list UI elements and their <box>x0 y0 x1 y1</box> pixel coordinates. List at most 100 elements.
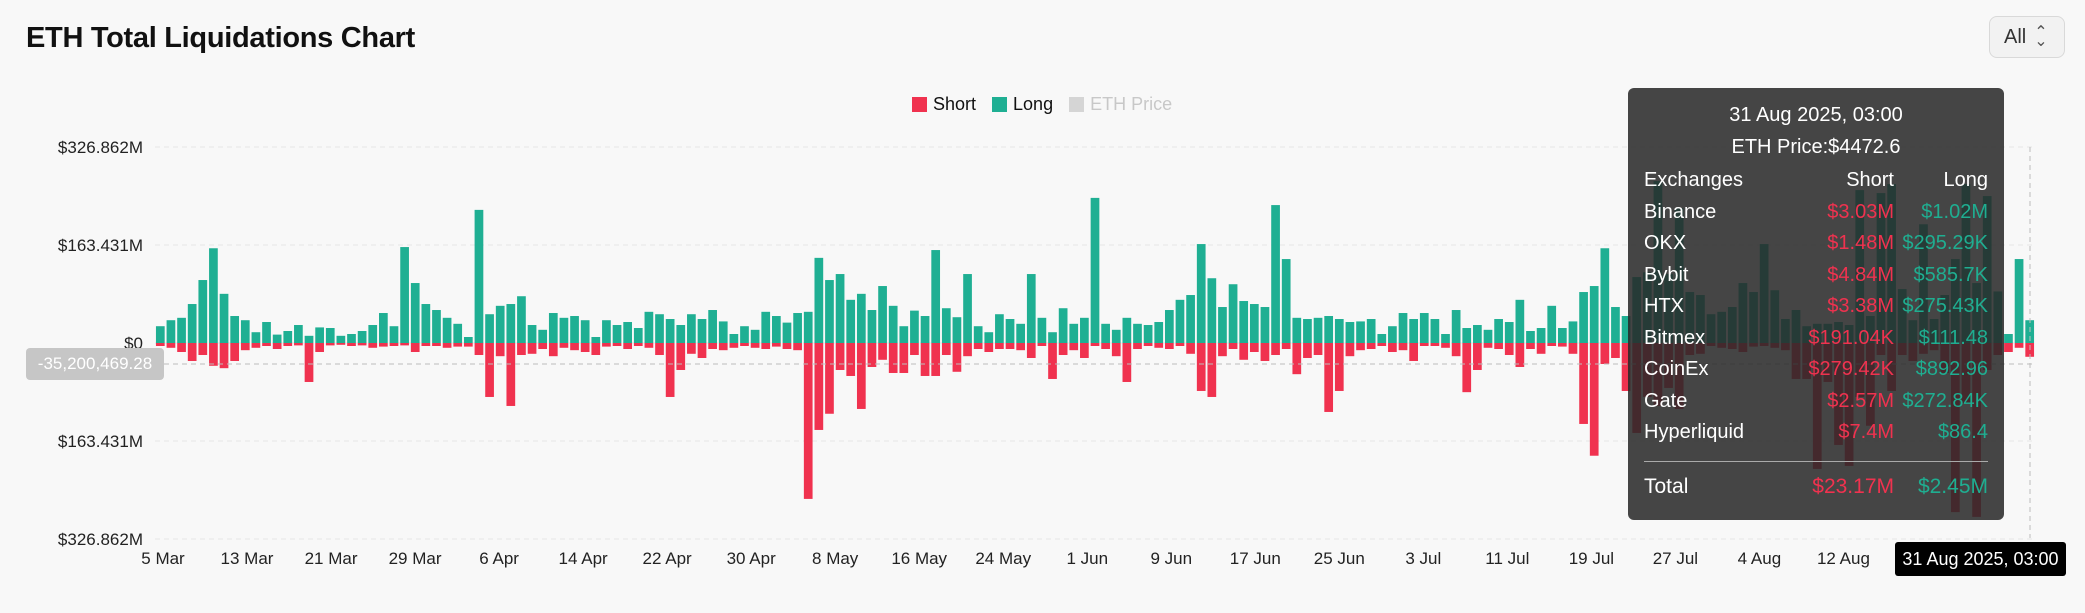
chart-tooltip: 31 Aug 2025, 03:00 ETH Price:$4472.6 Exc… <box>1628 88 2004 520</box>
page-title: ETH Total Liquidations Chart <box>26 22 415 54</box>
bar-short <box>1377 343 1387 346</box>
bar-long <box>952 317 962 343</box>
bar-short <box>1345 343 1355 357</box>
bar-long <box>793 313 802 343</box>
exchange-long: $1.02M <box>1921 200 1988 223</box>
bar-long <box>294 325 303 343</box>
bar-long <box>782 322 792 343</box>
bar-long <box>1260 307 1270 343</box>
bar-long <box>1037 317 1047 343</box>
legend-label-eth-price: ETH Price <box>1090 94 1173 114</box>
bar-short <box>1579 343 1588 424</box>
x-tick-label: 25 Jun <box>1314 549 1365 568</box>
bar-short <box>1069 343 1079 351</box>
bar-long <box>1483 329 1493 343</box>
tooltip-row: Binance $3.03M $1.02M <box>1644 197 1988 229</box>
bar-short <box>973 343 983 349</box>
bar-short <box>835 343 845 370</box>
bar-long <box>187 304 197 343</box>
bar-short <box>570 343 579 351</box>
bar-long <box>325 328 335 343</box>
bar-long <box>1366 319 1376 343</box>
bar-short <box>453 343 463 347</box>
bar-long <box>1048 332 1057 343</box>
bar-long <box>984 332 994 343</box>
bar-short <box>1111 343 1121 357</box>
bar-short <box>1366 343 1376 349</box>
bar-short <box>1260 343 1270 361</box>
bar-short <box>1090 343 1100 346</box>
bar-short <box>1557 343 1567 347</box>
bar-long <box>835 274 845 343</box>
bar-short <box>155 343 165 346</box>
bar-short <box>251 343 261 348</box>
bar-short <box>1122 343 1132 382</box>
bar-short <box>1313 343 1323 355</box>
bar-long <box>400 247 409 343</box>
range-select[interactable]: All ⌃ ⌄ <box>1989 16 2065 58</box>
bar-long <box>538 329 548 343</box>
bar-long <box>230 316 240 343</box>
bar-short <box>336 343 346 345</box>
bar-short <box>219 343 229 369</box>
x-tick-label: 5 Mar <box>141 549 185 568</box>
bar-long <box>665 319 675 343</box>
x-tick-label: 19 Jul <box>1569 549 1614 568</box>
bar-short <box>750 343 760 348</box>
bar-short <box>1568 343 1578 354</box>
bar-long <box>1164 310 1174 343</box>
tooltip-row: CoinEx $279.42K $892.96 <box>1644 354 1988 386</box>
y-tick-label: $163.431M <box>58 236 143 255</box>
bar-long <box>177 317 186 343</box>
bar-long <box>729 334 739 343</box>
bar-short <box>1356 343 1365 351</box>
exchange-name: Bybit <box>1644 263 1689 286</box>
bar-short <box>432 343 441 346</box>
bar-short <box>495 343 505 357</box>
bar-short <box>2014 343 2024 348</box>
bar-short <box>1175 343 1185 346</box>
legend-swatch-long <box>992 97 1008 112</box>
bar-short <box>368 343 378 348</box>
bar-long <box>1356 321 1365 343</box>
bar-long <box>1430 319 1440 343</box>
bar-long <box>963 274 972 343</box>
bar-short <box>740 343 749 346</box>
bar-long <box>517 296 526 343</box>
bar-long <box>1058 308 1068 343</box>
x-tick-label: 17 Jun <box>1230 549 1281 568</box>
tooltip-header-long: Long <box>1943 169 1989 192</box>
bar-short <box>474 343 484 355</box>
x-tick-label: 8 May <box>812 549 859 568</box>
bar-short <box>325 343 335 346</box>
exchange-name: Bitmex <box>1644 326 1706 349</box>
bar-long <box>1228 284 1238 343</box>
legend-item-eth-price[interactable]: ETH Price <box>1069 94 1172 115</box>
bar-long <box>1196 244 1206 343</box>
bar-short <box>1473 343 1482 370</box>
bar-short <box>729 343 739 348</box>
bar-short <box>1143 343 1153 346</box>
bar-long <box>1016 323 1026 343</box>
legend-item-long[interactable]: Long <box>992 94 1053 115</box>
chart-legend: Short Long ETH Price <box>912 94 1172 115</box>
bar-short <box>1388 343 1397 352</box>
bar-long <box>442 317 452 343</box>
bar-long <box>1090 197 1100 343</box>
legend-item-short[interactable]: Short <box>912 94 976 115</box>
chevron-updown-icon: ⌃ ⌄ <box>2034 24 2048 50</box>
bar-long <box>1345 322 1355 343</box>
bar-short <box>825 343 834 414</box>
bar-short <box>1611 343 1620 358</box>
bar-short <box>761 343 771 349</box>
bar-long <box>1536 328 1546 343</box>
bar-short <box>442 343 452 348</box>
tooltip-divider <box>1644 460 1988 462</box>
x-tick-label: 16 May <box>891 549 947 568</box>
bar-short <box>676 343 686 370</box>
bar-long <box>1218 307 1227 343</box>
bar-short <box>1398 343 1408 351</box>
bar-long <box>240 320 250 343</box>
bar-long <box>878 286 887 343</box>
bar-short <box>1515 343 1525 367</box>
